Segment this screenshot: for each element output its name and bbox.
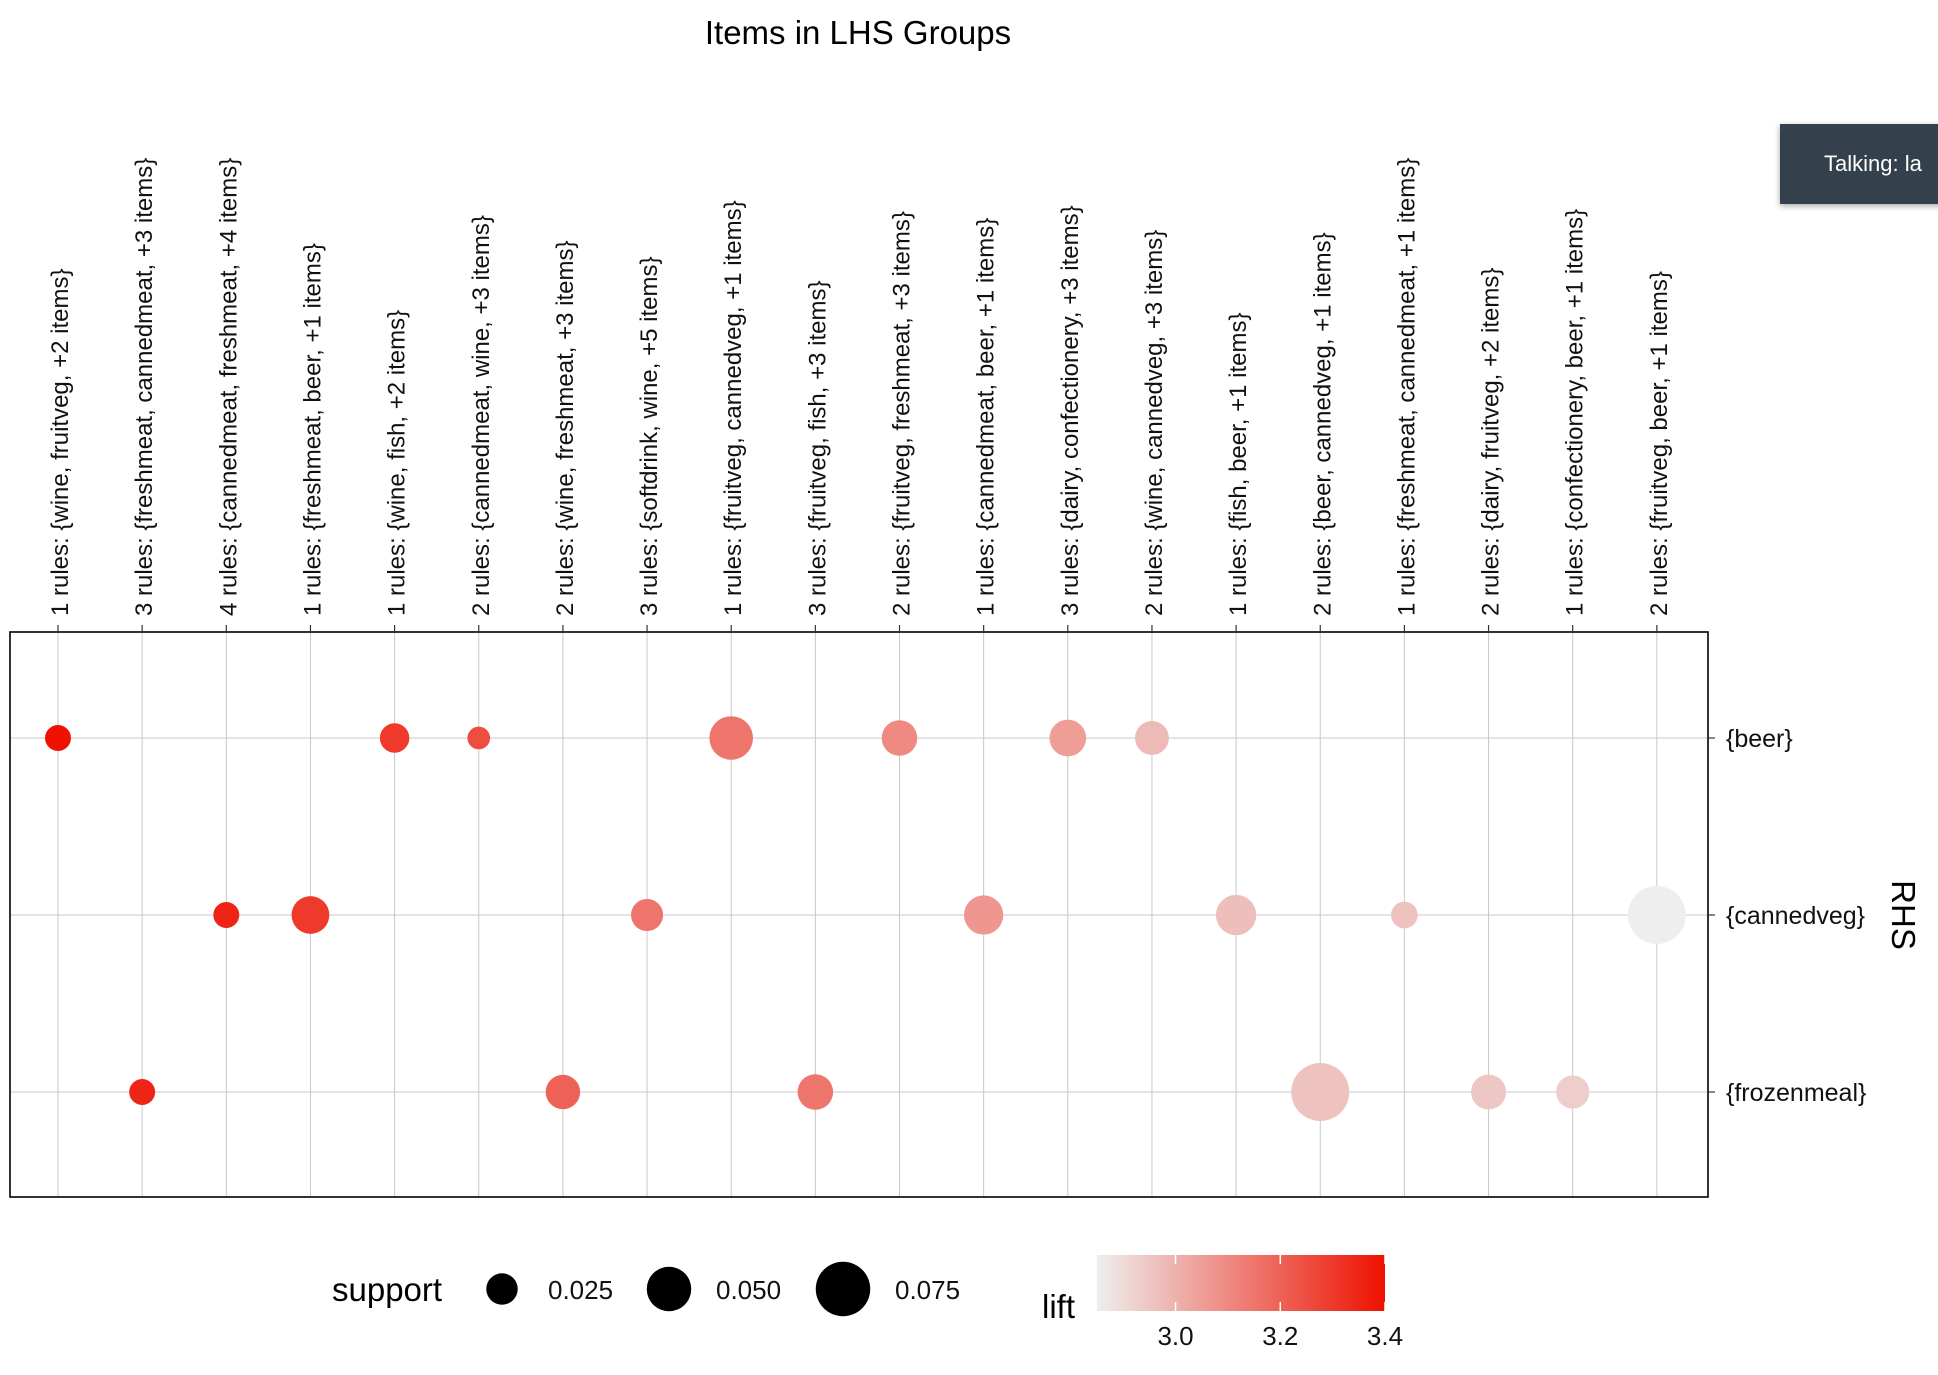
- size-legend-key: [815, 1261, 871, 1317]
- data-point: [1391, 901, 1418, 929]
- x-tick-label: 4 rules: {cannedmeat, freshmeat, +4 item…: [215, 158, 242, 616]
- x-tick-label: 1 rules: {wine, fruitveg, +2 items}: [47, 268, 74, 616]
- y-tick-label: {beer}: [1726, 725, 1793, 753]
- x-tick-label: 1 rules: {freshmeat, cannedmeat, +1 item…: [1393, 158, 1420, 616]
- size-legend-title: support: [332, 1271, 442, 1308]
- data-point: [631, 898, 664, 932]
- data-point: [1291, 1063, 1350, 1121]
- x-tick-label: 2 rules: {beer, cannedveg, +1 items}: [1309, 232, 1336, 616]
- data-point: [1556, 1075, 1590, 1109]
- data-point: [467, 726, 491, 750]
- x-tick-label: 2 rules: {fruitveg, freshmeat, +3 items}: [889, 211, 916, 616]
- x-tick-label: 3 rules: {softdrink, wine, +5 items}: [636, 256, 663, 616]
- data-point: [709, 716, 753, 760]
- data-point: [1049, 719, 1087, 757]
- color-legend-label: 3.4: [1367, 1321, 1403, 1351]
- data-point: [1135, 721, 1169, 755]
- y-axis-right: {beer} {cannedveg} {frozenmeal}: [1708, 725, 1866, 1107]
- chart-title: Items in LHS Groups: [705, 14, 1011, 51]
- x-tick-label: 2 rules: {wine, freshmeat, +3 items}: [552, 240, 579, 616]
- x-tick-label: 1 rules: {confectionery, beer, +1 items}: [1562, 209, 1589, 616]
- x-tick-label: 1 rules: {wine, fish, +2 items}: [384, 310, 411, 616]
- data-point: [291, 896, 330, 934]
- color-legend-bar: [1097, 1255, 1385, 1311]
- size-legend: support 0.025 0.050 0.075: [332, 1261, 960, 1317]
- x-tick-label: 1 rules: {freshmeat, beer, +1 items}: [299, 243, 326, 616]
- x-tick-label: 2 rules: {dairy, fruitveg, +2 items}: [1478, 268, 1505, 616]
- size-legend-label: 0.025: [548, 1275, 613, 1305]
- x-tick-label: 3 rules: {dairy, confectionery, +3 items…: [1057, 205, 1084, 616]
- y-axis-title: RHS: [1885, 880, 1922, 950]
- color-legend-label: 3.2: [1262, 1321, 1298, 1351]
- y-tick-label: {frozenmeal}: [1726, 1079, 1866, 1107]
- data-point: [45, 725, 71, 751]
- points-layer: [45, 716, 1686, 1121]
- data-point: [964, 895, 1004, 935]
- x-tick-label: 2 rules: {cannedmeat, wine, +3 items}: [468, 215, 495, 616]
- data-point: [129, 1079, 156, 1105]
- y-tick-label: {cannedveg}: [1726, 902, 1865, 930]
- gridlines: [10, 632, 1708, 1197]
- x-tick-label: 1 rules: {cannedmeat, beer, +1 items}: [973, 218, 1000, 616]
- x-tick-label: 2 rules: {wine, cannedveg, +3 items}: [1141, 230, 1168, 616]
- x-tick-label: 3 rules: {fruitveg, fish, +3 items}: [804, 281, 831, 617]
- size-legend-key: [486, 1273, 518, 1305]
- data-point: [881, 720, 918, 756]
- toast-text: Talking: la: [1824, 151, 1922, 176]
- x-tick-label: 1 rules: {fruitveg, cannedveg, +1 items}: [720, 200, 747, 616]
- color-legend: lift 3.0 3.2 3.4: [1042, 1255, 1403, 1351]
- talking-toast[interactable]: Talking: la: [1780, 124, 1938, 204]
- x-tick-label: 2 rules: {fruitveg, beer, +1 items}: [1646, 271, 1673, 616]
- data-point: [1471, 1074, 1507, 1110]
- color-legend-title: lift: [1042, 1288, 1075, 1325]
- data-point: [797, 1074, 834, 1110]
- x-tick-label: 1 rules: {fish, beer, +1 items}: [1225, 312, 1252, 616]
- data-point: [545, 1074, 581, 1110]
- data-point: [1627, 886, 1686, 944]
- size-legend-key: [646, 1266, 692, 1312]
- size-legend-label: 0.075: [895, 1275, 960, 1305]
- data-point: [213, 902, 240, 928]
- x-tick-label: 3 rules: {freshmeat, cannedmeat, +3 item…: [131, 158, 158, 616]
- color-legend-label: 3.0: [1157, 1321, 1193, 1351]
- x-axis-top: 1 rules: {wine, fruitveg, +2 items} 3 rul…: [47, 158, 1673, 632]
- data-point: [1215, 894, 1257, 936]
- data-point: [379, 723, 410, 753]
- size-legend-label: 0.050: [716, 1275, 781, 1305]
